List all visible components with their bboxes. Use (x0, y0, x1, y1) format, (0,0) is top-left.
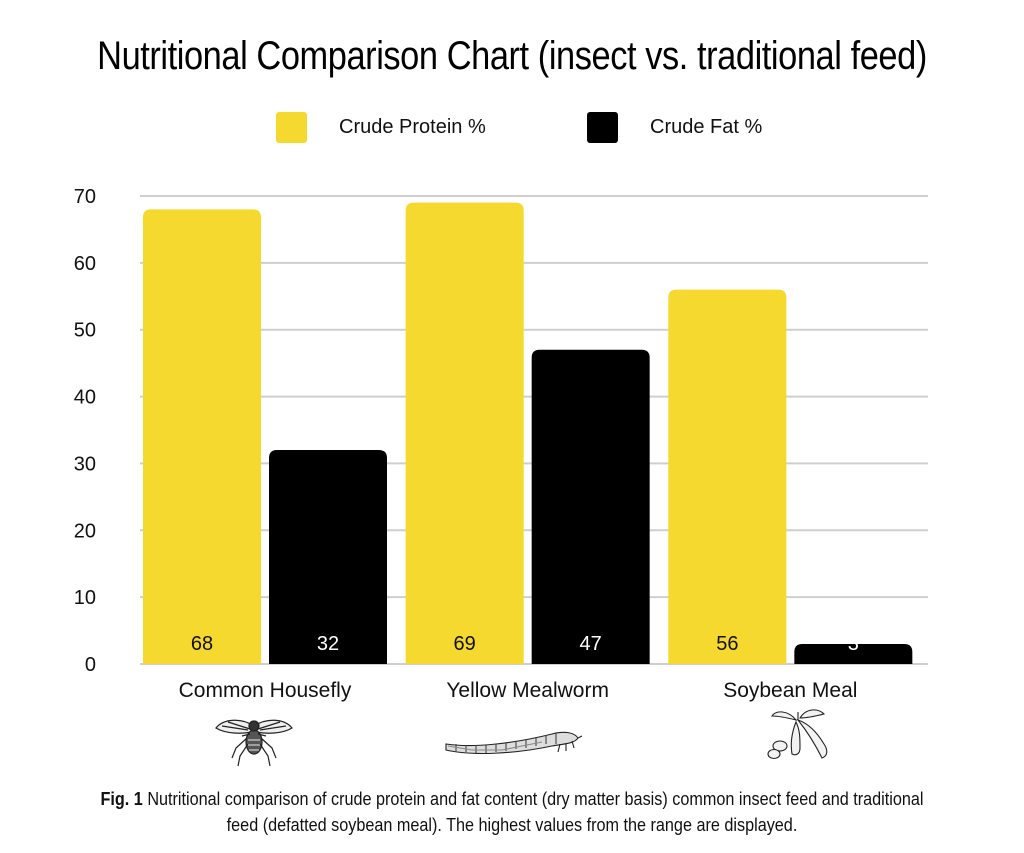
data-label-fat-common-housefly: 32 (317, 633, 339, 655)
chart-title: Nutritional Comparison Chart (insect vs.… (97, 34, 927, 78)
y-tick-label-30: 30 (74, 453, 96, 475)
mealworm-icon (445, 731, 582, 755)
x-tick-label-soybean-meal: Soybean Meal (723, 679, 857, 702)
housefly-icon (215, 719, 293, 767)
bar-fat-soybean-meal (794, 643, 913, 664)
legend-swatch-protein (276, 112, 307, 143)
legend-swatch-fat (587, 112, 618, 143)
data-label-fat-soybean-meal: 3 (848, 633, 859, 655)
bar-protein-yellow-mealworm (405, 202, 524, 664)
soybean-icon (767, 709, 828, 760)
bar-protein-soybean-meal (668, 289, 787, 664)
legend-label-protein: Crude Protein % (339, 116, 486, 138)
y-tick-label-50: 50 (74, 320, 96, 342)
data-label-fat-yellow-mealworm: 47 (580, 633, 602, 655)
y-tick-label-20: 20 (74, 520, 96, 542)
bar-chart: 0 10 20 30 40 50 60 70 68 32 Common Housefly 69 47 Ye… (74, 186, 928, 702)
bar-fat-yellow-mealworm (531, 349, 650, 664)
y-tick-label-10: 10 (74, 587, 96, 609)
legend-item-fat: Crude Fat % (587, 112, 762, 143)
data-label-protein-yellow-mealworm: 69 (454, 633, 476, 655)
figure-caption: Fig. 1 Nutritional comparison of crude p… (87, 786, 937, 838)
caption-text: Nutritional comparison of crude protein … (147, 789, 924, 835)
legend-label-fat: Crude Fat % (650, 116, 763, 138)
y-tick-label-0: 0 (85, 654, 96, 676)
y-tick-label-60: 60 (74, 253, 96, 275)
x-tick-label-yellow-mealworm: Yellow Mealworm (446, 679, 609, 702)
y-tick-label-70: 70 (74, 186, 96, 208)
bar-protein-common-housefly (143, 209, 261, 664)
x-tick-label-common-housefly: Common Housefly (179, 679, 352, 702)
data-label-protein-soybean-meal: 56 (716, 633, 738, 655)
data-label-protein-common-housefly: 68 (191, 633, 213, 655)
caption-prefix: Fig. 1 (100, 789, 143, 809)
legend: Crude Protein % Crude Fat % (0, 112, 1024, 146)
y-tick-label-40: 40 (74, 387, 96, 409)
legend-item-protein: Crude Protein % (276, 112, 486, 143)
bar-fat-common-housefly (269, 450, 387, 664)
